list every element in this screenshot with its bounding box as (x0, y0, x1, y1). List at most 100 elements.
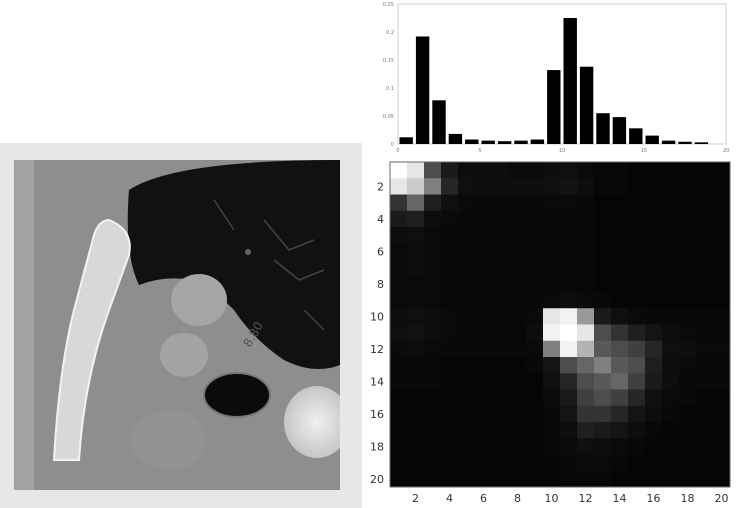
vertebra (284, 386, 340, 458)
heatmap-cell (492, 275, 510, 293)
histogram-y-tick: 0 (391, 142, 394, 148)
heatmap-cell (696, 210, 714, 228)
heatmap-cell (611, 422, 629, 439)
heatmap-cell (509, 275, 527, 293)
histogram-bar (694, 142, 709, 144)
heatmap-cell (696, 259, 714, 277)
heatmap-cell (492, 162, 510, 179)
heatmap-cell (577, 438, 595, 455)
heatmap-cell (645, 357, 663, 374)
heatmap-cell (679, 405, 697, 423)
heatmap-cell (475, 373, 493, 390)
heatmap-cell (696, 162, 714, 179)
heatmap-cell (594, 357, 612, 374)
heatmap-cell (424, 389, 442, 407)
heatmap-cell (611, 340, 629, 358)
heatmap-cell (492, 259, 510, 277)
heatmap-x-tick: 2 (412, 492, 419, 505)
heatmap-cell (662, 438, 680, 455)
heatmap-cell (713, 340, 731, 358)
heatmap-cell (713, 373, 731, 390)
heatmap-cell (645, 405, 663, 423)
heatmap-cell (628, 275, 646, 293)
heatmap-x-tick: 12 (579, 492, 593, 505)
histogram-x-tick: 15 (641, 148, 647, 154)
heatmap-cell (526, 194, 544, 212)
heatmap-cell (458, 340, 476, 358)
heatmap-cell (492, 454, 510, 472)
heatmap-cell (628, 308, 646, 325)
heatmap-cell (594, 324, 612, 342)
heatmap-cell (407, 405, 425, 423)
heatmap-cell (577, 308, 595, 325)
heatmap-cell (543, 438, 561, 455)
heatmap-cell (407, 194, 425, 212)
heatmap-cell (458, 438, 476, 455)
heatmap-cell (696, 454, 714, 472)
heatmap-cell (594, 438, 612, 455)
heatmap-cell (458, 357, 476, 374)
heatmap-cell (560, 178, 578, 195)
heatmap-cell (407, 373, 425, 390)
heatmap-cell (696, 373, 714, 390)
heatmap-cell (424, 454, 442, 472)
heatmap-cell (407, 454, 425, 472)
histogram-bar (579, 66, 594, 144)
heatmap-cell (390, 324, 408, 342)
tissue-mass (160, 333, 208, 377)
heatmap-cell (713, 210, 731, 228)
heatmap-cell (543, 470, 561, 488)
heatmap-cell (611, 470, 629, 488)
heatmap-cell (577, 373, 595, 390)
heatmap-cell (594, 373, 612, 390)
heatmap-cell (390, 454, 408, 472)
heatmap-cell (679, 292, 697, 309)
heatmap-cell (458, 292, 476, 309)
heatmap-cell (458, 324, 476, 342)
heatmap-cell (475, 162, 493, 179)
heatmap-cell (509, 259, 527, 277)
heatmap-cell (594, 405, 612, 423)
histogram-bar (497, 141, 512, 144)
heatmap-cell (441, 308, 459, 325)
histogram-bar (448, 133, 463, 144)
heatmap-cell (696, 292, 714, 309)
heatmap-cell (458, 308, 476, 325)
heatmap-cell (662, 454, 680, 472)
heatmap-cell (645, 243, 663, 260)
heatmap-cell (577, 324, 595, 342)
heatmap-cell (662, 324, 680, 342)
heatmap-cell (696, 389, 714, 407)
heatmap-cell (611, 194, 629, 212)
heatmap-cell (662, 275, 680, 293)
heatmap-cell (713, 259, 731, 277)
heatmap-cell (679, 373, 697, 390)
heatmap-cell (526, 162, 544, 179)
heatmap-cell (526, 422, 544, 439)
heatmap-cell (407, 210, 425, 228)
heatmap-cell (492, 438, 510, 455)
heatmap-cell (441, 422, 459, 439)
heatmap-cell (441, 389, 459, 407)
heatmap-cell (628, 405, 646, 423)
heatmap-cell (509, 292, 527, 309)
heatmap-cell (594, 308, 612, 325)
heatmap-cell (679, 194, 697, 212)
heatmap-cell (560, 227, 578, 244)
heatmap-cell (662, 243, 680, 260)
airway (203, 372, 271, 418)
heatmap-cell (713, 389, 731, 407)
heatmap-cell (441, 162, 459, 179)
heatmap-cell (696, 405, 714, 423)
heatmap-y-tick: 4 (377, 213, 384, 226)
histogram-bar (661, 140, 676, 144)
heatmap-y-tick: 20 (370, 473, 384, 486)
heatmap-cell (662, 227, 680, 244)
heatmap-cell (509, 340, 527, 358)
heatmap-cell (458, 162, 476, 179)
heatmap-cell (645, 292, 663, 309)
heatmap-cell (543, 324, 561, 342)
heatmap-x-tick: 8 (514, 492, 521, 505)
histogram-bar (563, 18, 577, 144)
heatmap-cell (424, 162, 442, 179)
